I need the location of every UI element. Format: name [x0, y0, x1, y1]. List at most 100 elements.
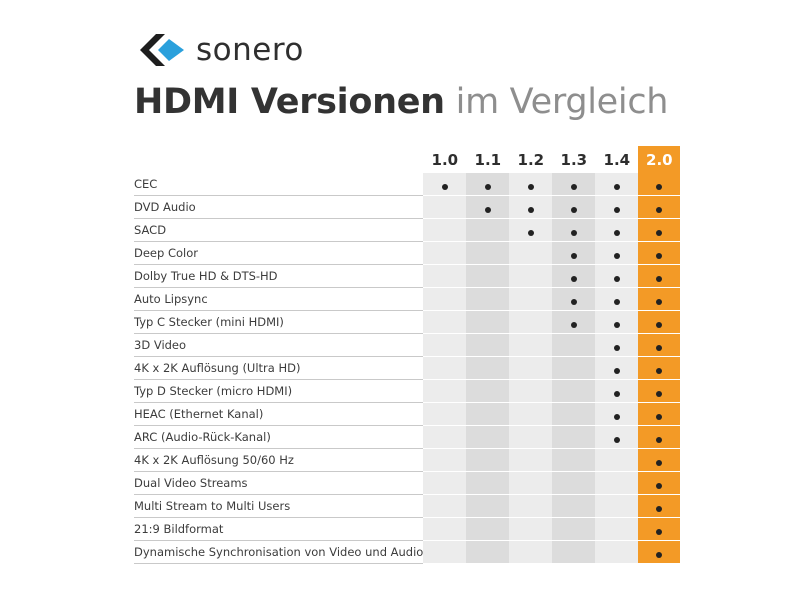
support-cell	[466, 517, 510, 541]
support-cell	[552, 494, 596, 518]
feature-label: CEC	[134, 173, 424, 196]
supported-dot-icon	[656, 482, 663, 489]
support-cell	[638, 310, 681, 334]
support-cell	[466, 379, 510, 403]
support-cell	[595, 379, 639, 403]
table-row: Dual Video Streams	[134, 471, 681, 495]
support-cell	[595, 517, 639, 541]
supported-dot-icon	[613, 298, 620, 305]
support-cell	[638, 287, 681, 311]
table-row: Multi Stream to Multi Users	[134, 494, 681, 518]
supported-dot-icon	[613, 367, 620, 374]
version-header-1-1: 1.1	[474, 150, 502, 169]
page-title: HDMI Versionen im Vergleich	[134, 78, 668, 126]
supported-dot-icon	[656, 436, 663, 443]
support-cell	[466, 540, 510, 564]
support-cell	[638, 264, 681, 288]
support-cell	[552, 287, 596, 311]
supported-dot-icon	[613, 413, 620, 420]
supported-dot-icon	[656, 229, 663, 236]
supported-dot-icon	[656, 321, 663, 328]
feature-label: DVD Audio	[134, 195, 424, 219]
supported-dot-icon	[656, 413, 663, 420]
support-cell	[638, 356, 681, 380]
support-cell	[509, 425, 553, 449]
support-cell	[595, 494, 639, 518]
support-cell	[423, 517, 467, 541]
support-cell	[466, 287, 510, 311]
table-row: Typ C Stecker (mini HDMI)	[134, 310, 681, 334]
support-cell	[552, 264, 596, 288]
support-cell	[638, 494, 681, 518]
version-header-1-3: 1.3	[560, 150, 588, 169]
support-cell	[595, 448, 639, 472]
support-cell	[552, 356, 596, 380]
supported-dot-icon	[570, 183, 577, 190]
feature-label: ARC (Audio-Rück-Kanal)	[134, 425, 424, 449]
support-cell	[509, 264, 553, 288]
support-cell	[509, 517, 553, 541]
feature-label: 4K x 2K Auflösung (Ultra HD)	[134, 356, 424, 380]
support-cell	[552, 173, 596, 196]
support-cell	[423, 425, 467, 449]
table-row: ARC (Audio-Rück-Kanal)	[134, 425, 681, 449]
feature-label: SACD	[134, 218, 424, 242]
supported-dot-icon	[656, 367, 663, 374]
feature-label: 4K x 2K Auflösung 50/60 Hz	[134, 448, 424, 472]
supported-dot-icon	[656, 206, 663, 213]
supported-dot-icon	[613, 344, 620, 351]
support-cell	[595, 356, 639, 380]
supported-dot-icon	[441, 183, 448, 190]
support-cell	[423, 540, 467, 564]
support-cell	[638, 517, 681, 541]
support-cell	[638, 333, 681, 357]
support-cell	[638, 173, 681, 196]
support-cell	[552, 310, 596, 334]
support-cell	[509, 402, 553, 426]
feature-label: Typ D Stecker (micro HDMI)	[134, 379, 424, 403]
supported-dot-icon	[570, 298, 577, 305]
feature-label: Typ C Stecker (mini HDMI)	[134, 310, 424, 334]
support-cell	[466, 218, 510, 242]
supported-dot-icon	[613, 252, 620, 259]
supported-dot-icon	[613, 321, 620, 328]
support-cell	[595, 287, 639, 311]
supported-dot-icon	[613, 183, 620, 190]
version-comparison-table: 1.0 1.1 1.2 1.3 1.4 2.0 CEC DVD Audio SACD…	[134, 146, 681, 564]
support-cell	[509, 333, 553, 357]
supported-dot-icon	[656, 459, 663, 466]
supported-dot-icon	[656, 275, 663, 282]
table-row: HEAC (Ethernet Kanal)	[134, 402, 681, 426]
support-cell	[509, 471, 553, 495]
support-cell	[595, 241, 639, 265]
table-row: 21:9 Bildformat	[134, 517, 681, 541]
title-strong: HDMI Versionen	[134, 82, 445, 122]
version-header-1-4: 1.4	[603, 150, 631, 169]
support-cell	[466, 471, 510, 495]
supported-dot-icon	[656, 390, 663, 397]
supported-dot-icon	[656, 252, 663, 259]
support-cell	[595, 195, 639, 219]
support-cell	[423, 173, 467, 196]
version-header-1-2: 1.2	[517, 150, 545, 169]
table-row: Deep Color	[134, 241, 681, 265]
supported-dot-icon	[613, 436, 620, 443]
support-cell	[423, 287, 467, 311]
table-row: 4K x 2K Auflösung (Ultra HD)	[134, 356, 681, 380]
supported-dot-icon	[570, 275, 577, 282]
support-cell	[509, 494, 553, 518]
sonero-logo-icon	[140, 34, 184, 66]
version-header-1-0: 1.0	[431, 150, 459, 169]
table-row: Dolby True HD & DTS-HD	[134, 264, 681, 288]
supported-dot-icon	[656, 298, 663, 305]
support-cell	[638, 218, 681, 242]
table-row: 4K x 2K Auflösung 50/60 Hz	[134, 448, 681, 472]
support-cell	[509, 218, 553, 242]
supported-dot-icon	[656, 551, 663, 558]
table-row: Dynamische Synchronisation von Video und…	[134, 540, 681, 564]
support-cell	[423, 195, 467, 219]
feature-label: Dynamische Synchronisation von Video und…	[134, 540, 424, 564]
supported-dot-icon	[527, 183, 534, 190]
support-cell	[509, 379, 553, 403]
support-cell	[509, 448, 553, 472]
